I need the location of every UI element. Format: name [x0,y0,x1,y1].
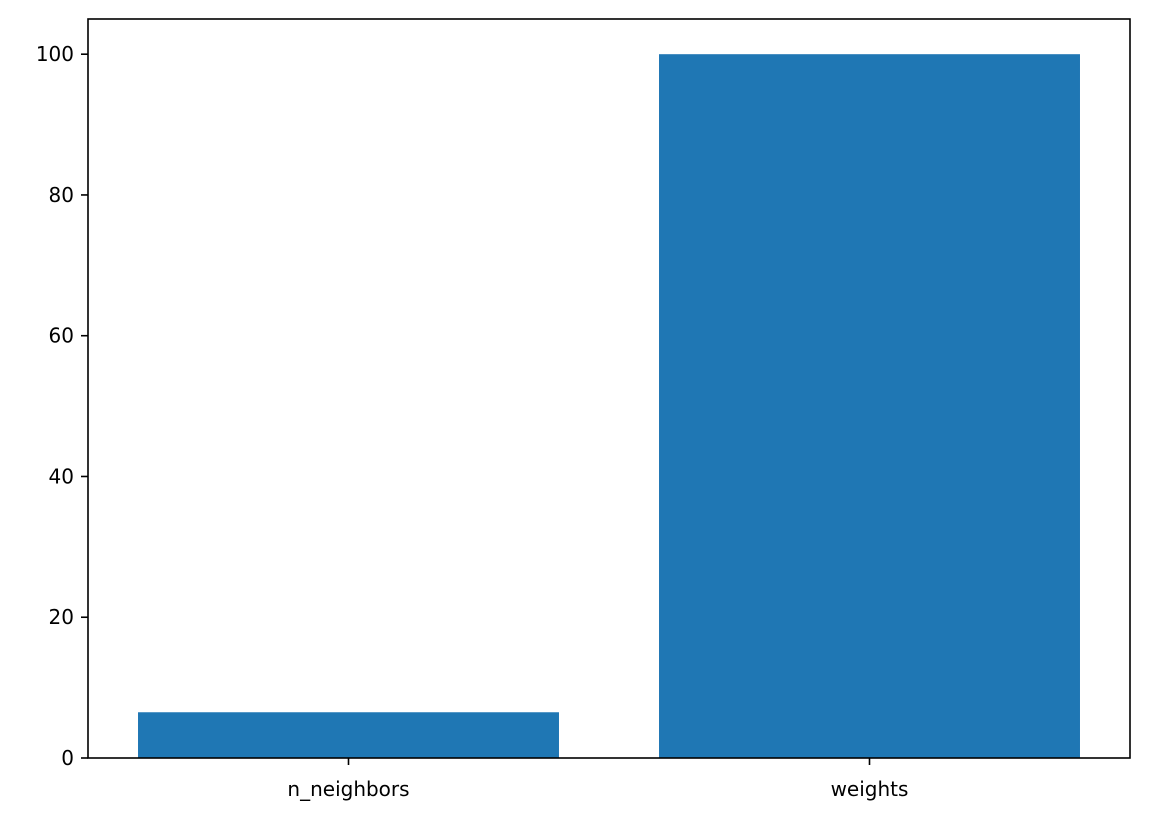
plot-frame [87,18,1131,759]
y-tick-label: 20 [49,605,74,629]
x-tick-label: n_neighbors [287,777,409,801]
bar-n-neighbors [138,712,559,758]
bars [138,54,1080,758]
y-tick-label: 80 [49,183,74,207]
y-tick-label: 60 [49,324,74,348]
bar-weights [659,54,1080,758]
y-axis: 0 20 40 60 80 100 [36,42,88,770]
y-tick-label: 0 [61,746,74,770]
x-tick-label: weights [831,777,909,801]
x-axis: n_neighbors weights [287,758,908,801]
y-tick-label: 40 [49,464,74,488]
y-tick-label: 100 [36,42,74,66]
